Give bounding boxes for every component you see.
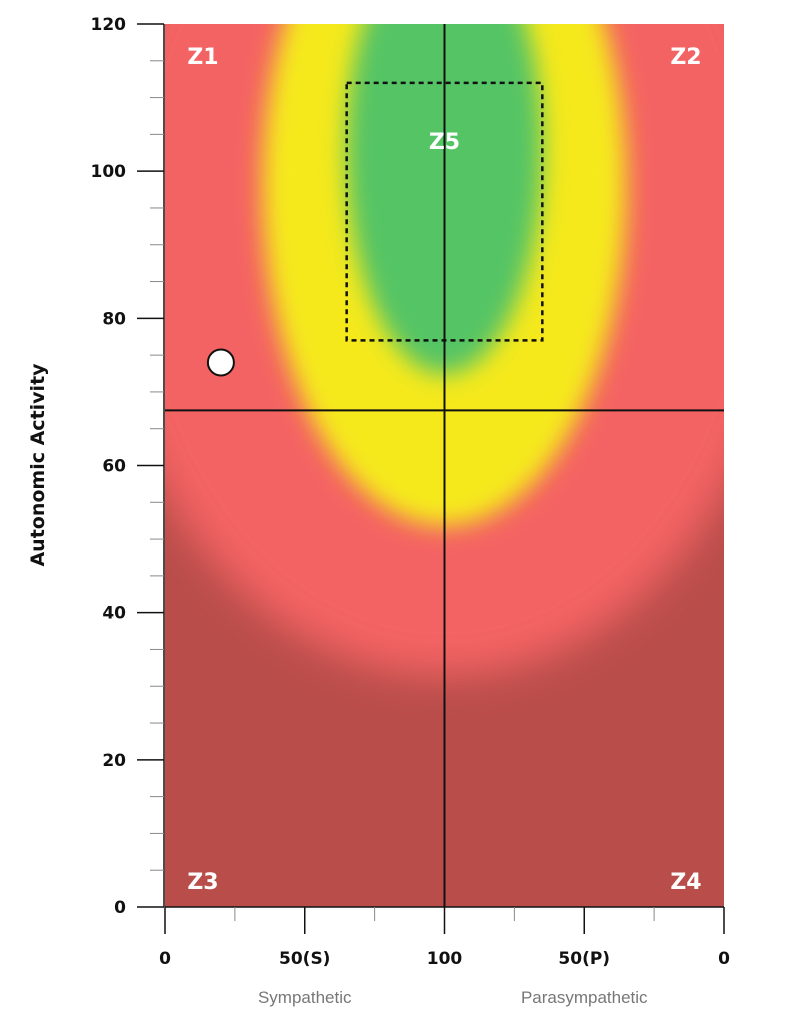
zone-label-z1: Z1 [187,45,218,70]
y-axis-title: Autonomic Activity [27,363,49,567]
y-tick-label: 80 [102,309,126,329]
y-tick-label: 40 [102,604,126,624]
x-tick-label: 50(P) [558,949,610,969]
y-tick-label: 0 [114,898,126,918]
x-tick-label: 50(S) [279,949,330,969]
y-tick-label: 100 [91,162,127,182]
axes [137,23,725,934]
x-section-label: Parasympathetic [521,988,648,1007]
x-tick-label: 0 [718,949,730,969]
zone-label-z3: Z3 [187,870,218,895]
x-tick-label: 0 [159,949,171,969]
y-tick-label: 60 [102,457,126,477]
zone-label-z2: Z2 [670,45,701,70]
zone-label-z4: Z4 [670,870,701,895]
zone-label-z5: Z5 [429,130,460,155]
x-tick-label: 100 [427,949,463,969]
y-tick-label: 120 [91,15,127,35]
y-tick-label: 20 [102,751,126,771]
labels: 0 20 40 60 80 100 120 0 50(S) 100 50(P) 0 Sympatheti… [27,15,730,1007]
current-reading-marker [206,348,235,377]
x-section-label: Sympathetic [258,988,352,1007]
